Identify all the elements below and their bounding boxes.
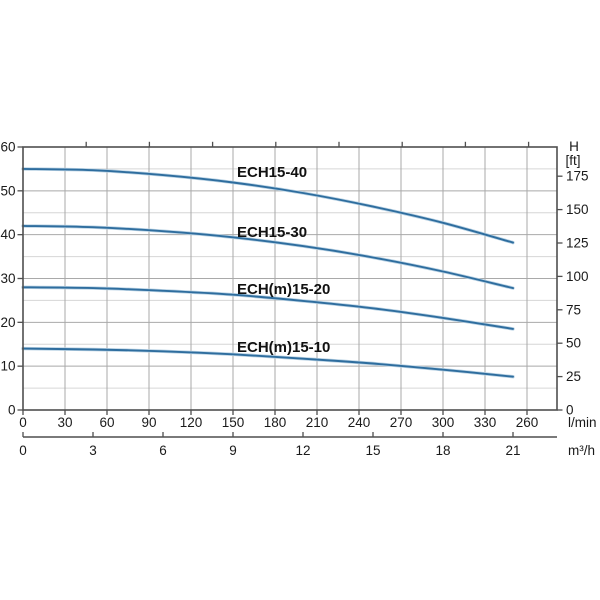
left-axis-tick-label: 20 [0, 315, 15, 330]
x-axis-tick-label: 120 [180, 415, 203, 430]
curve-ech-m-15-20 [22, 286, 514, 330]
x-axis-tick-label: 330 [474, 415, 497, 430]
x-axis-tick-label: 260 [516, 415, 539, 430]
x-axis-tick-label: 150 [222, 415, 245, 430]
right-axis-tick-label: 125 [566, 235, 589, 250]
left-axis-tick-label: 50 [0, 183, 15, 198]
m3h-axis-tick-label: 6 [159, 443, 167, 458]
curve-ech15-30 [22, 224, 514, 290]
m3h-axis-tick-label: 18 [435, 443, 450, 458]
x-axis-tick-label: 270 [390, 415, 413, 430]
m3h-axis-tick-label: 12 [295, 443, 310, 458]
x-axis-tick-label: 60 [99, 415, 114, 430]
left-axis-tick-label: 10 [0, 359, 15, 374]
right-axis-tick-label: 0 [566, 403, 574, 418]
x-axis-tick-label: 240 [348, 415, 371, 430]
m3h-axis-tick-label: 3 [89, 443, 97, 458]
x-axis-unit-lmin: l/min [568, 415, 597, 430]
x-axis-tick-label: 90 [141, 415, 156, 430]
m3h-axis-tick-label: 0 [19, 443, 27, 458]
x-axis-tick-label: 0 [19, 415, 27, 430]
m3h-axis-tick-label: 9 [229, 443, 237, 458]
curve-ech-m-15-10 [22, 347, 514, 378]
left-axis-tick-label: 30 [0, 271, 15, 286]
curve-ech15-40 [22, 167, 514, 244]
m3h-axis-tick-label: 15 [365, 443, 380, 458]
left-axis-tick-label: 60 [0, 140, 15, 155]
x-axis-tick-label: 180 [264, 415, 287, 430]
x-axis-tick-label: 210 [306, 415, 329, 430]
curve-label-ech15-40: ECH15-40 [237, 164, 308, 181]
right-axis-tick-label: 75 [566, 302, 581, 317]
x-axis-tick-label: 300 [432, 415, 455, 430]
right-axis-title-ft: [ft] [565, 153, 581, 168]
m3h-axis-tick-label: 21 [505, 443, 520, 458]
x-axis-unit-m3h: m³/h [568, 443, 595, 458]
left-axis-tick-label: 40 [0, 227, 15, 242]
x-axis-tick-label: 30 [57, 415, 72, 430]
right-axis-tick-label: 175 [566, 169, 589, 184]
right-axis-tick-label: 50 [566, 336, 581, 351]
right-axis-tick-label: 150 [566, 202, 589, 217]
curve-label-echm15-20: ECH(m)15-20 [237, 281, 331, 298]
left-axis-tick-label: 0 [8, 403, 16, 418]
right-axis-tick-label: 25 [566, 369, 581, 384]
right-axis-title-h: H [569, 139, 579, 154]
curve-label-echm15-10: ECH(m)15-10 [237, 339, 331, 356]
curve-label-ech15-30: ECH15-30 [237, 224, 308, 241]
right-axis-tick-label: 100 [566, 269, 589, 284]
